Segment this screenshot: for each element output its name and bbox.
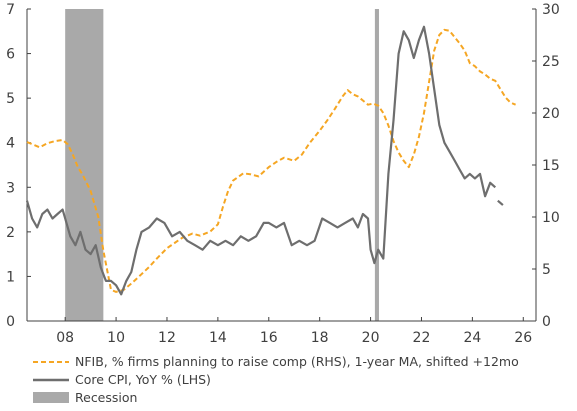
x-tick-label: 22 (413, 330, 431, 346)
y-left-tick-label: 1 (6, 269, 15, 285)
series-layer (25, 25, 516, 296)
recession-band-1 (374, 9, 379, 321)
y-right-tick-label: 10 (542, 210, 560, 226)
y-left-tick-label: 2 (6, 225, 15, 241)
y-left-tick-label: 4 (6, 136, 15, 152)
legend-swatch-recession (33, 392, 69, 403)
x-tick-label: 14 (209, 330, 227, 346)
legend-label-0: NFIB, % firms planning to raise comp (RH… (75, 354, 519, 369)
y-right-tick-label: 20 (542, 106, 560, 122)
series-line-2 (497, 199, 504, 206)
x-tick-label: 08 (56, 330, 74, 346)
y-right-tick-label: 25 (542, 54, 560, 70)
x-tick-label: 16 (260, 330, 278, 346)
recession-band-0 (65, 9, 104, 321)
y-right-tick-label: 5 (542, 262, 551, 278)
x-tick-label: 10 (107, 330, 125, 346)
x-tick-label: 12 (158, 330, 176, 346)
legend-label-1: Core CPI, YoY % (LHS) (75, 372, 211, 387)
y-right-tick-label: 15 (542, 158, 560, 174)
recession-layer (65, 9, 379, 321)
x-tick-label: 24 (463, 330, 481, 346)
y-left-tick-label: 7 (6, 2, 15, 18)
series-line-1 (25, 25, 497, 296)
x-tick-label: 20 (362, 330, 380, 346)
y-left-tick-label: 3 (6, 180, 15, 196)
x-tick-label: 26 (514, 330, 532, 346)
y-right-tick-label: 30 (542, 2, 560, 18)
x-tick-label: 18 (311, 330, 329, 346)
y-left-tick-label: 5 (6, 91, 15, 107)
y-left-tick-label: 0 (6, 314, 15, 330)
y-right-tick-label: 0 (542, 314, 551, 330)
legend-label-2: Recession (75, 390, 137, 405)
legend: NFIB, % firms planning to raise comp (RH… (33, 354, 519, 405)
y-left-tick-label: 6 (6, 47, 15, 63)
